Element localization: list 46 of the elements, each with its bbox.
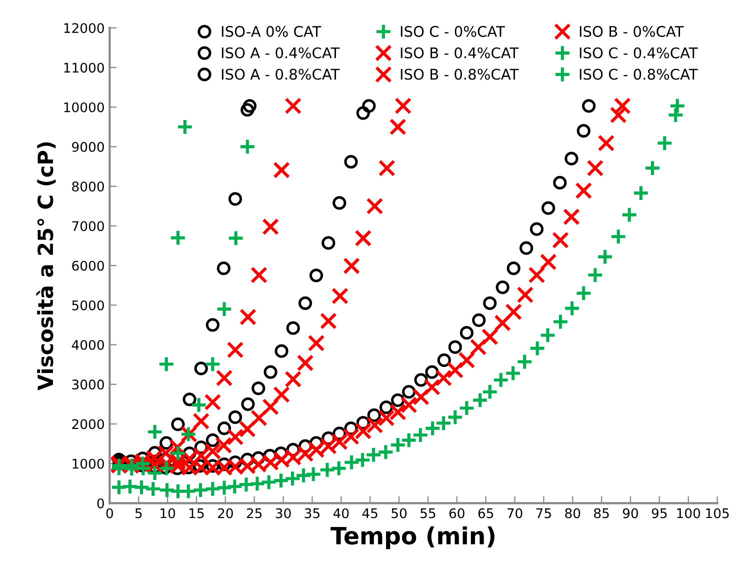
- legend-label: ISO A - 0.8%CAT: [222, 68, 340, 80]
- x-tick-label: 60: [449, 508, 464, 518]
- y-tick-label: 4000: [72, 340, 104, 350]
- legend-label: ISO-A 0% CAT: [222, 26, 322, 37]
- legend-label: ISO C - 0%CAT: [400, 26, 505, 37]
- y-tick-label: 8000: [72, 182, 104, 192]
- x-tick-label: 80: [565, 508, 580, 518]
- x-tick-label: 75: [536, 508, 551, 518]
- x-tick-label: 90: [622, 508, 638, 518]
- y-tick-label: 11000: [64, 62, 104, 73]
- y-tick-label: 10000: [64, 102, 104, 112]
- x-tick-label: 0: [106, 508, 113, 518]
- y-tick-label: 1000: [72, 458, 104, 469]
- legend-label: ISO B - 0.4%CAT: [400, 47, 519, 58]
- x-axis-title: Tempo (min): [330, 526, 494, 550]
- x-tick-label: 85: [594, 508, 609, 518]
- x-tick-label: 40: [333, 508, 349, 518]
- x-tick-label: 50: [392, 508, 407, 518]
- x-tick-label: 100: [677, 508, 700, 518]
- y-axis-title: Viscosità a 25° C (cP): [36, 142, 56, 390]
- x-tick-label: 20: [218, 508, 233, 518]
- y-tick-label: 7000: [72, 221, 104, 232]
- x-tick-label: 25: [246, 508, 262, 518]
- x-tick-label: 10: [160, 508, 176, 518]
- legend-label: ISO B - 0%CAT: [580, 26, 684, 37]
- x-tick-label: 105: [706, 508, 729, 518]
- x-tick-label: 65: [478, 508, 494, 518]
- x-tick-label: 45: [362, 508, 378, 518]
- x-tick-label: 30: [276, 508, 291, 518]
- x-tick-label: 35: [304, 508, 320, 518]
- y-tick-label: 3000: [72, 380, 104, 390]
- x-tick-label: 55: [420, 508, 436, 518]
- x-tick-label: 70: [507, 508, 522, 518]
- legend-label: ISO C - 0.4%CAT: [580, 47, 698, 58]
- y-tick-label: 9000: [72, 142, 104, 152]
- y-tick-label: 6000: [72, 260, 104, 271]
- legend-label: ISO A - 0.4%CAT: [222, 47, 340, 58]
- legend-label: ISO B - 0.8%CAT: [400, 68, 519, 80]
- y-tick-label: 12000: [64, 23, 104, 34]
- x-tick-label: 95: [652, 508, 667, 518]
- x-tick-label: 5: [135, 508, 142, 518]
- y-tick-label: 5000: [72, 300, 104, 310]
- y-tick-label: 0: [97, 498, 104, 508]
- x-tick-label: 15: [190, 508, 204, 518]
- y-tick-label: 2000: [72, 419, 104, 430]
- legend-label: ISO C - 0.8%CAT: [580, 68, 698, 80]
